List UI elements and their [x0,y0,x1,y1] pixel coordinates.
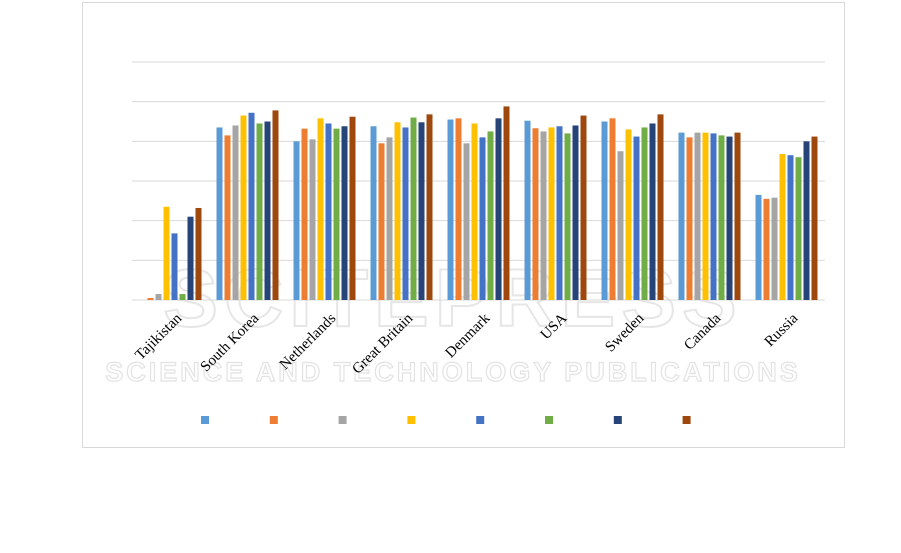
bar [718,135,725,300]
bar [532,128,539,300]
bar [811,136,818,300]
bar [171,233,178,300]
bar [479,137,486,300]
legend-swatch [545,416,553,424]
bar [763,198,770,300]
bar [317,118,324,300]
bar [649,123,656,300]
bar [548,127,555,300]
bar [301,128,308,300]
bar [702,132,709,300]
bar [734,132,741,300]
legend-swatch [613,416,622,424]
bar [256,123,263,300]
bar [779,154,786,300]
bar [694,132,701,300]
bar [402,127,409,300]
bar [232,125,239,300]
bar [248,112,255,301]
bar [293,141,300,300]
bar [726,136,733,300]
bar [163,206,170,300]
bar [463,143,470,300]
bar [580,115,587,300]
bar [601,121,608,300]
legend-swatch [338,416,347,424]
bar [609,118,616,300]
gridlines [132,61,825,301]
bar [487,131,494,300]
bar [386,137,393,300]
bar [625,129,632,300]
bar [240,115,247,300]
bar [657,114,664,300]
bar [572,125,579,300]
legend-swatch [682,416,691,424]
bar [147,298,154,300]
bar [272,110,279,300]
bar [755,194,762,300]
bar [540,131,547,300]
bar [309,139,316,300]
bar [803,141,810,300]
bar [179,294,186,300]
bar [333,128,340,300]
bar-chart: SCITEPRESS SCIENCE AND TECHNOLOGY PUBLIC… [105,61,825,424]
legend-swatch [201,416,209,424]
bar [410,117,417,300]
legend-swatch [407,416,416,424]
legend [201,416,691,424]
watermark-sub-text: SCIENCE AND TECHNOLOGY PUBLICATIONS [105,357,801,387]
bar [503,106,510,301]
bar [447,119,454,301]
legend-swatch [269,416,278,424]
bar [195,207,202,300]
bar [394,122,401,300]
bars [147,106,818,301]
bar [564,133,571,300]
bar [795,157,802,300]
bar [426,114,433,300]
bar [418,122,425,300]
bar [224,135,231,300]
bar [455,118,462,300]
bar [524,120,531,301]
bar [378,143,385,300]
bar [787,155,794,300]
bar [155,294,162,300]
bar [641,127,648,300]
bar [216,127,223,300]
bar [264,121,271,300]
bar [617,151,624,300]
bar [341,126,348,300]
bar [325,123,332,300]
x-tick-label: Russia [762,310,802,350]
bar [686,137,693,300]
bar [710,133,717,300]
bar [471,123,478,300]
bar [495,118,502,300]
bar [633,136,640,300]
chart-area: SCITEPRESS SCIENCE AND TECHNOLOGY PUBLIC… [82,2,845,448]
bar [349,116,356,301]
bar [771,197,778,300]
bar [678,132,685,300]
bar [370,126,377,300]
legend-swatch [476,416,485,424]
bar [556,126,563,300]
bar [187,216,194,300]
